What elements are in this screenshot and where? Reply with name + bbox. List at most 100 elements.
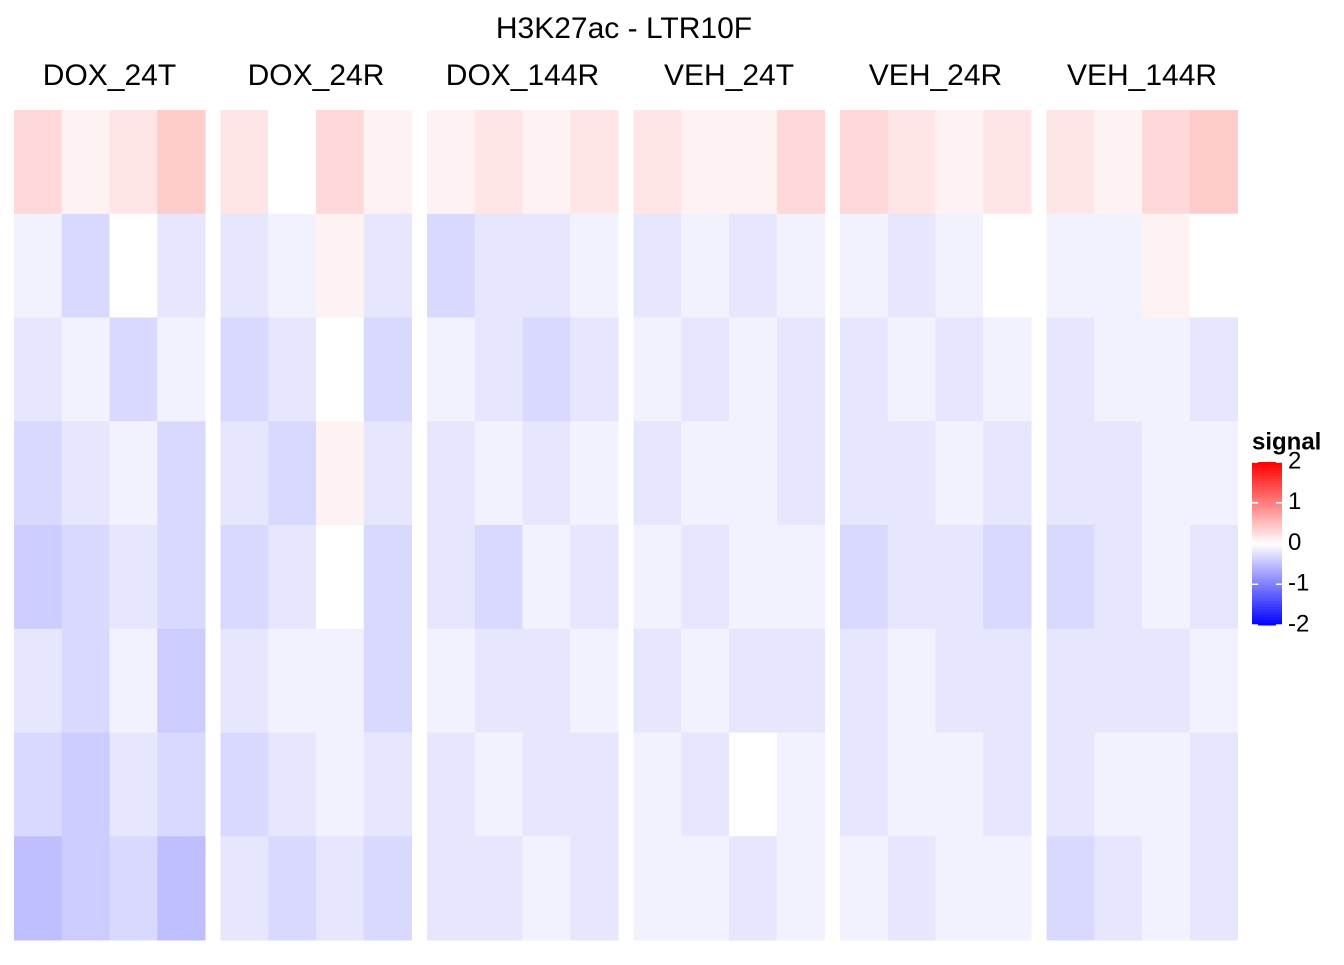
heat-cell — [729, 421, 778, 526]
heat-cell — [681, 421, 730, 526]
legend-gradient — [1252, 486, 1282, 490]
heat-cell — [1046, 213, 1095, 318]
heat-cell — [316, 110, 365, 215]
heat-cell — [1094, 836, 1143, 941]
heat-cell — [935, 317, 984, 422]
legend-gradient — [1252, 502, 1282, 506]
heat-cell — [363, 110, 412, 215]
heat-cell — [363, 317, 412, 422]
heat-cell — [14, 421, 63, 526]
heat-cell — [729, 213, 778, 318]
legend-gradient — [1252, 519, 1282, 523]
legend-gradient — [1252, 470, 1282, 474]
heat-cell — [1142, 732, 1191, 837]
legend-gradient — [1252, 619, 1282, 623]
heat-cell — [316, 317, 365, 422]
heat-cell — [268, 525, 317, 630]
legend-gradient — [1252, 603, 1282, 607]
heat-cell — [1189, 110, 1238, 215]
heat-cell — [983, 110, 1032, 215]
heat-cell — [268, 110, 317, 215]
panel-label: DOX_24T — [43, 59, 176, 92]
legend-gradient — [1252, 513, 1282, 517]
heat-cell — [157, 213, 206, 318]
heat-cell — [633, 421, 682, 526]
heat-cell — [220, 317, 269, 422]
heat-cell — [61, 213, 110, 318]
heat-cell — [840, 110, 889, 215]
legend-gradient — [1252, 548, 1282, 553]
heat-cell — [522, 732, 571, 837]
heat-cell — [522, 421, 571, 526]
heat-cell — [157, 317, 206, 422]
heat-cell — [522, 213, 571, 318]
heat-cell — [157, 525, 206, 630]
heat-cell — [363, 732, 412, 837]
heat-cell — [1142, 836, 1191, 941]
heat-cell — [729, 732, 778, 837]
legend-gradient — [1252, 616, 1282, 621]
heat-cell — [109, 317, 158, 422]
heat-cell — [983, 525, 1032, 630]
legend-gradient — [1252, 578, 1282, 583]
heat-cell — [220, 836, 269, 941]
heat-cell — [14, 628, 63, 733]
heat-cell — [840, 732, 889, 837]
legend-gradient — [1252, 614, 1282, 618]
heat-cell — [570, 317, 619, 422]
heat-cell — [983, 628, 1032, 733]
legend-gradient — [1252, 586, 1282, 591]
heat-cell — [474, 110, 523, 215]
legend-gradient — [1252, 600, 1282, 604]
heat-cell — [1046, 628, 1095, 733]
heat-cell — [363, 525, 412, 630]
heat-cell — [427, 421, 476, 526]
legend-gradient — [1252, 467, 1282, 471]
heat-cell — [363, 421, 412, 526]
heat-cell — [1142, 628, 1191, 733]
heat-cell — [157, 732, 206, 837]
legend-gradient — [1252, 559, 1282, 564]
heat-cell — [427, 628, 476, 733]
heat-cell — [681, 213, 730, 318]
heat-cell — [729, 110, 778, 215]
heat-cell — [1189, 836, 1238, 941]
legend-gradient — [1252, 494, 1282, 498]
heat-cell — [887, 836, 936, 941]
heat-cell — [14, 110, 63, 215]
legend-gradient — [1252, 543, 1282, 547]
heat-cell — [1094, 213, 1143, 318]
heat-cell — [427, 732, 476, 837]
heat-cell — [474, 525, 523, 630]
heat-cell — [1094, 421, 1143, 526]
legend-gradient — [1252, 489, 1282, 493]
legend-gradient — [1252, 535, 1282, 539]
heat-cell — [14, 732, 63, 837]
heat-cell — [14, 213, 63, 318]
heat-cell — [109, 628, 158, 733]
legend-gradient — [1252, 491, 1282, 496]
heat-cell — [1142, 110, 1191, 215]
heat-cell — [681, 110, 730, 215]
heat-cell — [681, 525, 730, 630]
heat-cell — [1046, 836, 1095, 941]
heat-cell — [570, 836, 619, 941]
heat-cell — [427, 836, 476, 941]
heat-cell — [109, 421, 158, 526]
heat-cell — [1142, 213, 1191, 318]
heat-cell — [633, 213, 682, 318]
legend-tick-label: 0 — [1288, 529, 1301, 556]
heat-cell — [474, 836, 523, 941]
panel-label: VEH_24R — [869, 59, 1002, 92]
heat-cell — [61, 732, 110, 837]
heat-cell — [983, 213, 1032, 318]
heat-cell — [840, 628, 889, 733]
heat-cell — [220, 732, 269, 837]
heat-cell — [887, 110, 936, 215]
heat-cell — [935, 421, 984, 526]
heat-cell — [109, 213, 158, 318]
heat-cell — [935, 110, 984, 215]
heat-cell — [1189, 421, 1238, 526]
legend-gradient — [1252, 478, 1282, 482]
